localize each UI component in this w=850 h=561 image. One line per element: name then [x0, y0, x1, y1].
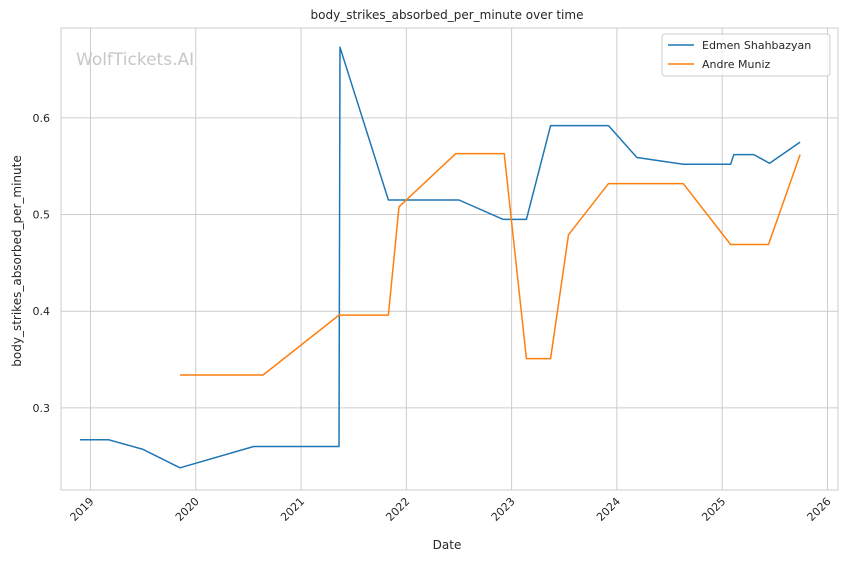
- y-tick-labels: 0.3 0.4 0.5 0.6: [33, 112, 51, 415]
- series-line-edmen-shahbazyan: [80, 46, 801, 469]
- watermark: WolfTickets.AI: [76, 50, 194, 70]
- y-tick-label: 0.5: [33, 209, 51, 222]
- x-gridlines: [89, 28, 828, 490]
- legend-box: [661, 33, 831, 77]
- y-tick-label: 0.6: [33, 112, 51, 125]
- y-tick-label: 0.3: [33, 402, 51, 415]
- x-axis-label: Date: [433, 538, 462, 552]
- chart-title: body_strikes_absorbed_per_minute over ti…: [311, 8, 584, 22]
- y-tick-label: 0.4: [33, 305, 51, 318]
- plot-area-frame: [60, 27, 839, 491]
- legend-label-edmen-shahbazyan: Edmen Shahbazyan: [702, 39, 811, 52]
- y-gridlines: [61, 117, 838, 409]
- legend-label-andre-muniz: Andre Muniz: [702, 58, 771, 71]
- y-axis-label: body_strikes_absorbed_per_minute: [10, 155, 24, 366]
- series-lines: [80, 46, 801, 469]
- series-line-andre-muniz: [180, 152, 801, 376]
- legend: Edmen Shahbazyan Andre Muniz: [661, 33, 831, 77]
